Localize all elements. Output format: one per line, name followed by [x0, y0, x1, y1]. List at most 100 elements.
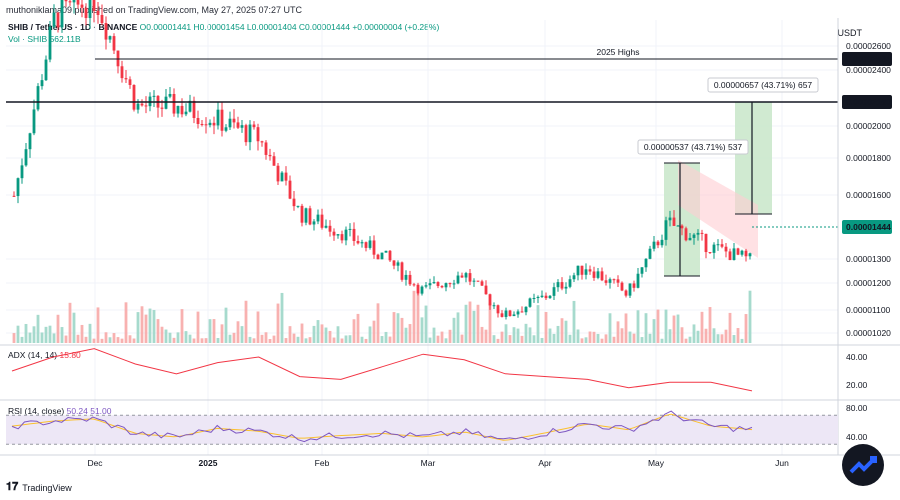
volume-bar [424, 305, 428, 343]
candle-body [396, 262, 400, 266]
volume-bar [316, 320, 320, 343]
volume-bar [536, 305, 540, 343]
volume-bar [364, 338, 368, 343]
measure-label-1: 0.00000537 (43.71%) 537 [637, 139, 749, 155]
volume-bar [524, 323, 528, 343]
volume-bar [576, 329, 580, 343]
symbol-name[interactable]: SHIB / TetherUS · 1D · BINANCE [8, 22, 138, 32]
price-label-highs-bg [842, 52, 892, 66]
volume-bar [28, 332, 32, 343]
candle-body [520, 311, 524, 313]
candle-body [16, 178, 20, 197]
candle-body [244, 125, 248, 143]
time-tick-label: Apr [538, 458, 551, 468]
candle-body [64, 0, 68, 2]
volume-bar [344, 335, 348, 343]
candle-body [640, 267, 644, 274]
volume-bar [276, 303, 280, 343]
volume-bar [428, 337, 432, 343]
volume-bar [280, 292, 284, 343]
candle-body [748, 253, 752, 257]
candle-body [328, 225, 332, 232]
axes: Dec 2025 Feb Mar Apr May Jun 0.00002600 0.000024… [0, 18, 900, 468]
rsi-line [11, 410, 753, 443]
candle-body [92, 0, 96, 11]
candle-body [284, 172, 288, 181]
volume-bars [12, 290, 752, 343]
volume-bar [436, 335, 440, 343]
volume-bar [396, 313, 400, 343]
candle-body [448, 283, 452, 285]
price-tick-label: 0.00001600 [846, 190, 891, 200]
candle-body [180, 105, 184, 115]
candle-body [260, 141, 264, 143]
adx-line [11, 348, 753, 392]
candle-body [232, 118, 236, 123]
candle-body [108, 36, 112, 40]
candle-body [584, 269, 588, 275]
candle-body [668, 217, 672, 221]
adx-name[interactable]: ADX (14, 14) [8, 350, 58, 360]
volume-bar [92, 338, 96, 343]
price-tick-label: 0.00001200 [846, 278, 891, 288]
volume-bar [496, 338, 500, 343]
candle-body [308, 208, 312, 225]
volume-bar [48, 325, 52, 343]
candle-body [456, 275, 460, 284]
volume-bar [152, 310, 156, 343]
volume-bar [732, 335, 736, 343]
footer-brand[interactable]: 𝟏𝟕 TradingView [6, 481, 72, 494]
volume-bar [516, 328, 520, 343]
candle-body [268, 154, 272, 157]
candle-body [676, 225, 680, 227]
volume-bar [184, 331, 188, 343]
candle-body [364, 242, 368, 248]
volume-bar [32, 326, 36, 343]
candle-body [560, 282, 564, 289]
candle-body [480, 281, 484, 286]
volume-bar [504, 324, 508, 343]
candle-body [744, 250, 748, 257]
volume-bar [40, 332, 44, 343]
volume-bar [684, 338, 688, 343]
volume-bar [296, 336, 300, 343]
candle-body [700, 232, 704, 234]
volume-bar [220, 324, 224, 343]
candles [12, 0, 752, 320]
volume-bar [336, 326, 340, 343]
volume-bar [264, 332, 268, 343]
volume-bar [696, 330, 700, 343]
volume-bar [528, 327, 532, 343]
volume-bar [324, 327, 328, 343]
time-tick-label: Mar [421, 458, 436, 468]
candle-body [136, 103, 140, 110]
volume-bar [88, 323, 92, 343]
candle-body [536, 296, 540, 298]
volume-bar [384, 331, 388, 343]
candle-body [200, 124, 204, 126]
candle-body [592, 271, 596, 278]
rsi-name[interactable]: RSI (14, close) [8, 406, 65, 416]
volume-bar [532, 335, 536, 343]
candle-body [272, 156, 276, 166]
volume-bar [716, 334, 720, 343]
candle-body [288, 180, 292, 199]
volume-bar [744, 314, 748, 343]
price-tick-label: 0.00001020 [846, 328, 891, 338]
candle-body [212, 122, 216, 126]
price-tick-label: 0.00001100 [846, 305, 891, 315]
volume-bar [492, 335, 496, 343]
candle-body [332, 231, 336, 236]
candle-body [280, 172, 284, 182]
candle-body [144, 105, 148, 107]
volume-bar [168, 332, 172, 343]
volume-bar [660, 338, 664, 343]
volume-bar [124, 302, 128, 343]
candle-body [544, 295, 548, 299]
volume-bar [148, 308, 152, 343]
volume-bar [268, 338, 272, 343]
measure-box [707, 77, 819, 93]
candle-body [184, 111, 188, 115]
volume-bar [272, 335, 276, 343]
